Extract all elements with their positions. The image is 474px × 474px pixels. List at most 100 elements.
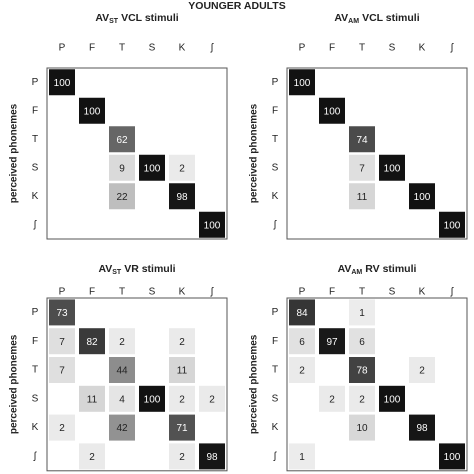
cell-label: 6 — [359, 337, 365, 348]
row-label: S — [32, 393, 39, 404]
cell — [289, 443, 315, 470]
y-axis-label: perceived phonemes — [9, 103, 20, 203]
cell — [409, 183, 435, 210]
cell-label: 71 — [176, 423, 188, 434]
cell — [79, 328, 105, 355]
cell — [49, 357, 75, 383]
cell — [349, 299, 375, 326]
column-label: P — [299, 43, 306, 54]
title-sub: ST — [112, 269, 122, 276]
title-rest: VCL stimuli — [362, 12, 420, 24]
column-label: K — [419, 43, 426, 54]
row-label: ʃ — [33, 451, 37, 462]
cell — [139, 385, 165, 412]
cell-label: 100 — [294, 78, 311, 89]
row-label: K — [32, 422, 39, 433]
cell — [199, 385, 225, 412]
cell — [379, 385, 405, 412]
column-label: ʃ — [210, 43, 214, 54]
panel-frame — [286, 297, 468, 472]
cell-label: 11 — [177, 366, 188, 377]
cell — [319, 97, 345, 124]
panel-title: AVST VCL stimuli — [95, 12, 178, 25]
title-main: AV — [334, 12, 348, 24]
column-label: ʃ — [450, 43, 454, 54]
cell — [379, 154, 405, 181]
cell-label: 100 — [324, 106, 341, 117]
cell — [319, 385, 345, 412]
row-label: K — [272, 422, 279, 433]
cell — [169, 414, 195, 441]
cell-label: 100 — [384, 163, 401, 174]
y-axis-label: perceived phonemes — [249, 103, 260, 203]
row-label: ʃ — [273, 219, 277, 230]
cell-label: 100 — [444, 452, 461, 463]
cell-label: 100 — [84, 106, 101, 117]
cell-label: 82 — [86, 337, 98, 348]
cell — [289, 299, 315, 326]
cell — [49, 69, 75, 96]
panel-title: AVAM RV stimuli — [338, 263, 417, 276]
cell — [109, 154, 135, 181]
cell-label: 6 — [299, 337, 305, 348]
cell-label: 42 — [116, 423, 128, 434]
row-label: F — [32, 105, 38, 116]
title-sub: ST — [109, 18, 119, 25]
cell-label: 2 — [209, 394, 215, 405]
y-axis-label: perceived phonemes — [249, 334, 260, 434]
panel-title: AVST VR stimuli — [98, 263, 175, 276]
row-label: S — [32, 162, 39, 173]
title-main: AV — [98, 263, 112, 275]
cell — [169, 357, 195, 383]
row-label: ʃ — [33, 219, 37, 230]
panel-frame — [286, 67, 468, 240]
cell-label: 78 — [356, 366, 368, 377]
row-label: T — [272, 365, 278, 376]
row-label: P — [272, 307, 279, 318]
column-label: K — [179, 43, 186, 54]
title-sub: AM — [351, 269, 362, 276]
row-label: T — [272, 134, 278, 145]
cell-label: 2 — [419, 366, 425, 377]
column-label: ʃ — [450, 287, 454, 298]
cell-label: 100 — [144, 394, 161, 405]
cell-label: 2 — [89, 452, 95, 463]
column-label: T — [119, 43, 125, 54]
title-rest: VR stimuli — [124, 263, 175, 275]
cell-label: 2 — [359, 394, 365, 405]
column-label: S — [149, 287, 156, 298]
title-sub: AM — [348, 18, 359, 25]
cell — [439, 443, 465, 470]
cell — [139, 154, 165, 181]
cell-label: 7 — [359, 163, 365, 174]
cell — [199, 443, 225, 470]
cell — [349, 183, 375, 210]
cell — [169, 154, 195, 181]
column-label: P — [299, 287, 306, 298]
cell — [169, 385, 195, 412]
cell — [349, 126, 375, 153]
cell-label: 2 — [119, 337, 125, 348]
panel-frame — [46, 67, 228, 240]
cell-label: 7 — [59, 337, 65, 348]
cell-label: 22 — [116, 192, 128, 203]
row-label: P — [272, 77, 279, 88]
cell-label: 73 — [56, 308, 68, 319]
cell-label: 4 — [119, 394, 125, 405]
cell-label: 100 — [384, 394, 401, 405]
column-label: T — [359, 43, 365, 54]
cell — [289, 328, 315, 355]
figure-title: YOUNGER ADULTS — [188, 0, 285, 12]
cell — [169, 443, 195, 470]
cell-label: 98 — [176, 192, 188, 203]
row-label: ʃ — [273, 451, 277, 462]
panel-title: AVAM VCL stimuli — [334, 12, 419, 25]
cell-label: 100 — [144, 163, 161, 174]
cell-label: 10 — [356, 423, 368, 434]
cell — [49, 414, 75, 441]
cell-label: 1 — [299, 452, 305, 463]
column-label: S — [389, 287, 396, 298]
column-label: S — [149, 43, 156, 54]
cell — [199, 211, 225, 238]
cell — [349, 385, 375, 412]
